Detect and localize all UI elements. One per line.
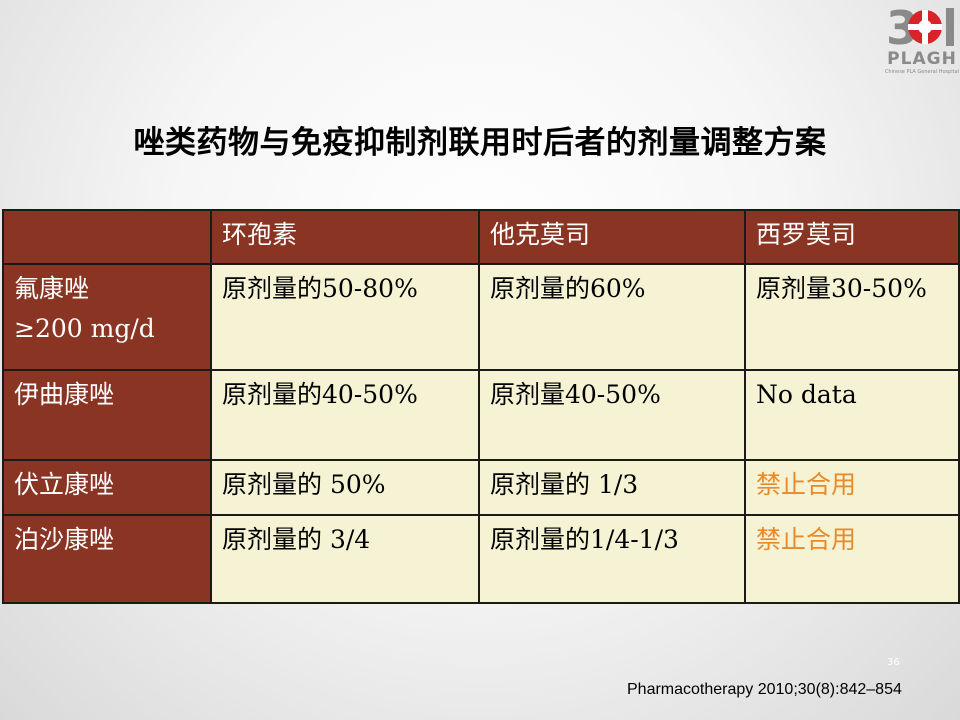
table-cell: 原剂量40-50%	[478, 369, 746, 461]
table-cell: 原剂量的50-80%	[210, 263, 480, 371]
table-cell: 原剂量的60%	[478, 263, 746, 371]
table-cell: 原剂量的 3/4	[210, 514, 480, 604]
row-head-itraconazole: 伊曲康唑	[2, 369, 212, 461]
row-head-voriconazole: 伏立康唑	[2, 459, 212, 516]
table-cell: 原剂量30-50%	[744, 263, 960, 371]
dose-adjustment-table: 环孢素 他克莫司 西罗莫司 氟康唑 ≥200 mg/d 原剂量的50-80% 原…	[2, 209, 960, 604]
row-head-fluconazole: 氟康唑 ≥200 mg/d	[2, 263, 212, 371]
citation: Pharmacotherapy 2010;30(8):842–854	[627, 681, 902, 698]
drug-name: 氟康唑	[14, 274, 90, 303]
table-cell: 原剂量的1/4-1/3	[478, 514, 746, 604]
table-cell: 原剂量的 1/3	[478, 459, 746, 516]
hospital-logo: 3 PLAGH Chinese PLA General Hospital	[884, 0, 960, 78]
table-header-row: 环孢素 他克莫司 西罗莫司	[2, 209, 960, 265]
slide-title: 唑类药物与免疫抑制剂联用时后者的剂量调整方案	[133, 125, 827, 161]
header-tacrolimus: 他克莫司	[478, 209, 746, 265]
logo-name: PLAGH	[887, 49, 957, 69]
table-row-fluconazole: 氟康唑 ≥200 mg/d 原剂量的50-80% 原剂量的60% 原剂量30-5…	[2, 263, 960, 371]
drug-dose-condition: ≥200 mg/d	[14, 314, 155, 343]
row-head-posaconazole: 泊沙康唑	[2, 514, 212, 604]
contraindicated-cell: 禁止合用	[744, 514, 960, 604]
table-row-posaconazole: 泊沙康唑 原剂量的 3/4 原剂量的1/4-1/3 禁止合用	[2, 514, 960, 604]
logo-subtitle: Chinese PLA General Hospital	[884, 69, 960, 75]
header-cyclosporine: 环孢素	[210, 209, 480, 265]
table-cell: 原剂量的 50%	[210, 459, 480, 516]
logo-301-mark: 3	[886, 1, 954, 55]
page-number: 36	[887, 657, 900, 668]
table-cell: No data	[744, 369, 960, 461]
header-cell-empty	[2, 209, 212, 265]
table-row-voriconazole: 伏立康唑 原剂量的 50% 原剂量的 1/3 禁止合用	[2, 459, 960, 516]
header-sirolimus: 西罗莫司	[744, 209, 960, 265]
table-row-itraconazole: 伊曲康唑 原剂量的40-50% 原剂量40-50% No data	[2, 369, 960, 461]
contraindicated-cell: 禁止合用	[744, 459, 960, 516]
table-cell: 原剂量的40-50%	[210, 369, 480, 461]
